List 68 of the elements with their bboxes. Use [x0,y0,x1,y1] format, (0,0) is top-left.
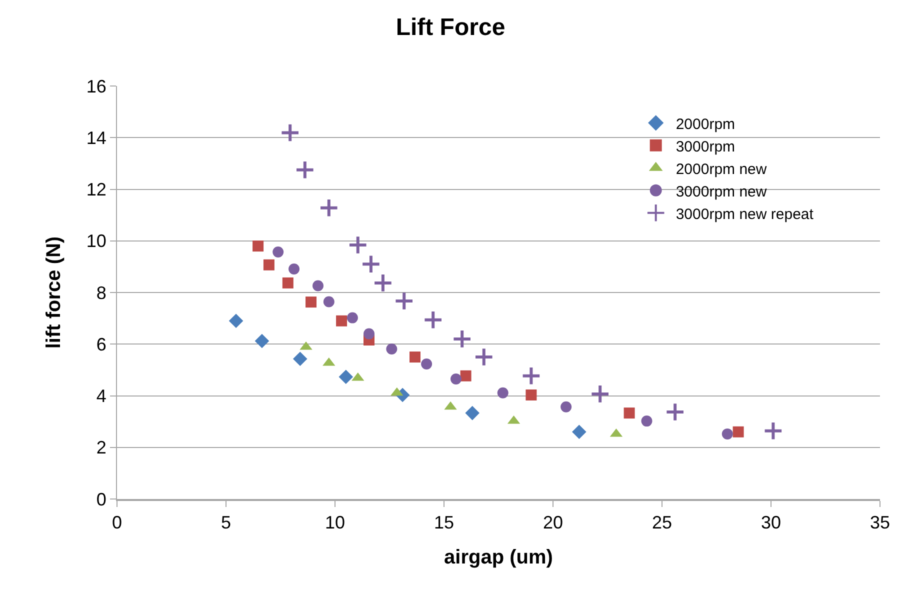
y-tick-label: 6 [96,334,106,354]
x-tick-label: 10 [324,512,346,533]
point [312,280,324,292]
point [295,160,315,180]
legend-label: 3000rpm new repeat [676,206,814,223]
point [280,122,300,143]
point [386,344,398,355]
point [254,334,270,348]
y-tick-label: 2 [96,438,106,458]
chart-title: Lift Force [396,14,506,41]
x-tick-label: 25 [652,512,672,533]
x-tick-label: 0 [112,512,122,533]
x-tick-label: 15 [434,512,454,533]
y-tick-label: 12 [86,180,106,200]
point [373,273,393,293]
point [665,402,685,422]
y-axis-title: lift force (N) [42,236,65,349]
y-tick-label: 14 [86,128,106,148]
point [361,254,381,274]
point [292,352,308,366]
legend-label: 2000rpm [676,116,736,133]
point [521,366,542,386]
y-tick-label: 8 [96,282,106,303]
point [526,389,537,400]
point [732,426,744,438]
y-tick-label: 0 [96,489,106,510]
point [590,384,610,404]
point [641,416,652,427]
point [319,198,339,218]
legend-label: 3000rpm [676,138,736,156]
point [722,428,733,440]
point [263,259,274,270]
point [288,264,300,275]
point [323,296,334,308]
point [282,277,294,288]
y-tick-label: 16 [86,76,106,96]
legend-label: 3000rpm new [676,183,767,200]
point [252,240,264,252]
point [497,387,508,398]
point [421,358,432,370]
y-tick-label: 4 [96,386,106,406]
point [228,314,244,328]
point [452,329,472,349]
point [423,310,443,330]
point [338,370,354,384]
y-tick-label: 10 [86,231,106,252]
point [306,296,317,308]
x-tick-label: 35 [870,512,890,533]
legend-label: 2000rpm new [676,160,767,178]
point [410,352,421,363]
point [348,235,368,255]
point [474,347,494,367]
point [336,315,348,326]
x-tick-label: 20 [542,512,564,533]
point [394,291,414,311]
point [450,373,462,384]
point [460,370,472,382]
point [346,312,358,324]
point [364,328,375,340]
point [624,408,635,419]
point [560,401,572,412]
point [572,424,586,440]
point [465,406,480,420]
x-tick-label: 30 [760,512,782,533]
point [272,246,284,258]
x-tick-label: 5 [220,512,232,533]
point [763,420,784,441]
x-axis-title: airgap (um) [444,546,553,569]
